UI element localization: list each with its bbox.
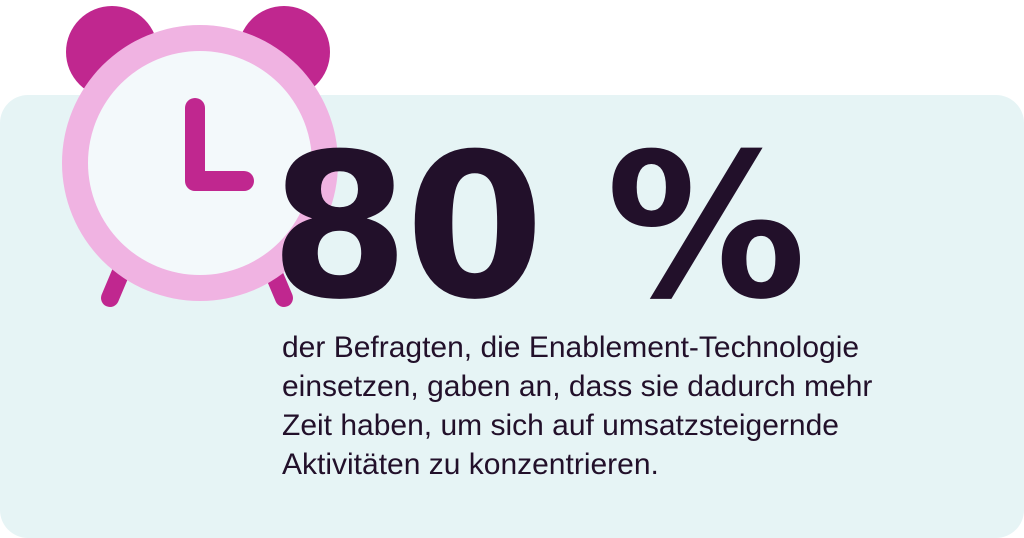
stat-description: der Befragten, die Enablement-Technologi…: [282, 328, 982, 484]
headline-percentage: 80 %: [270, 111, 806, 344]
alarm-clock-icon: [62, 6, 338, 307]
description-line: der Befragten, die Enablement-Technologi…: [282, 331, 860, 364]
description-line: einsetzen, gaben an, dass sie dadurch me…: [282, 370, 873, 403]
description-line: Aktivitäten zu konzentrieren.: [282, 448, 659, 481]
description-line: Zeit haben, um sich auf umsatzsteigernde: [282, 409, 839, 442]
clock-hands: [185, 98, 254, 191]
